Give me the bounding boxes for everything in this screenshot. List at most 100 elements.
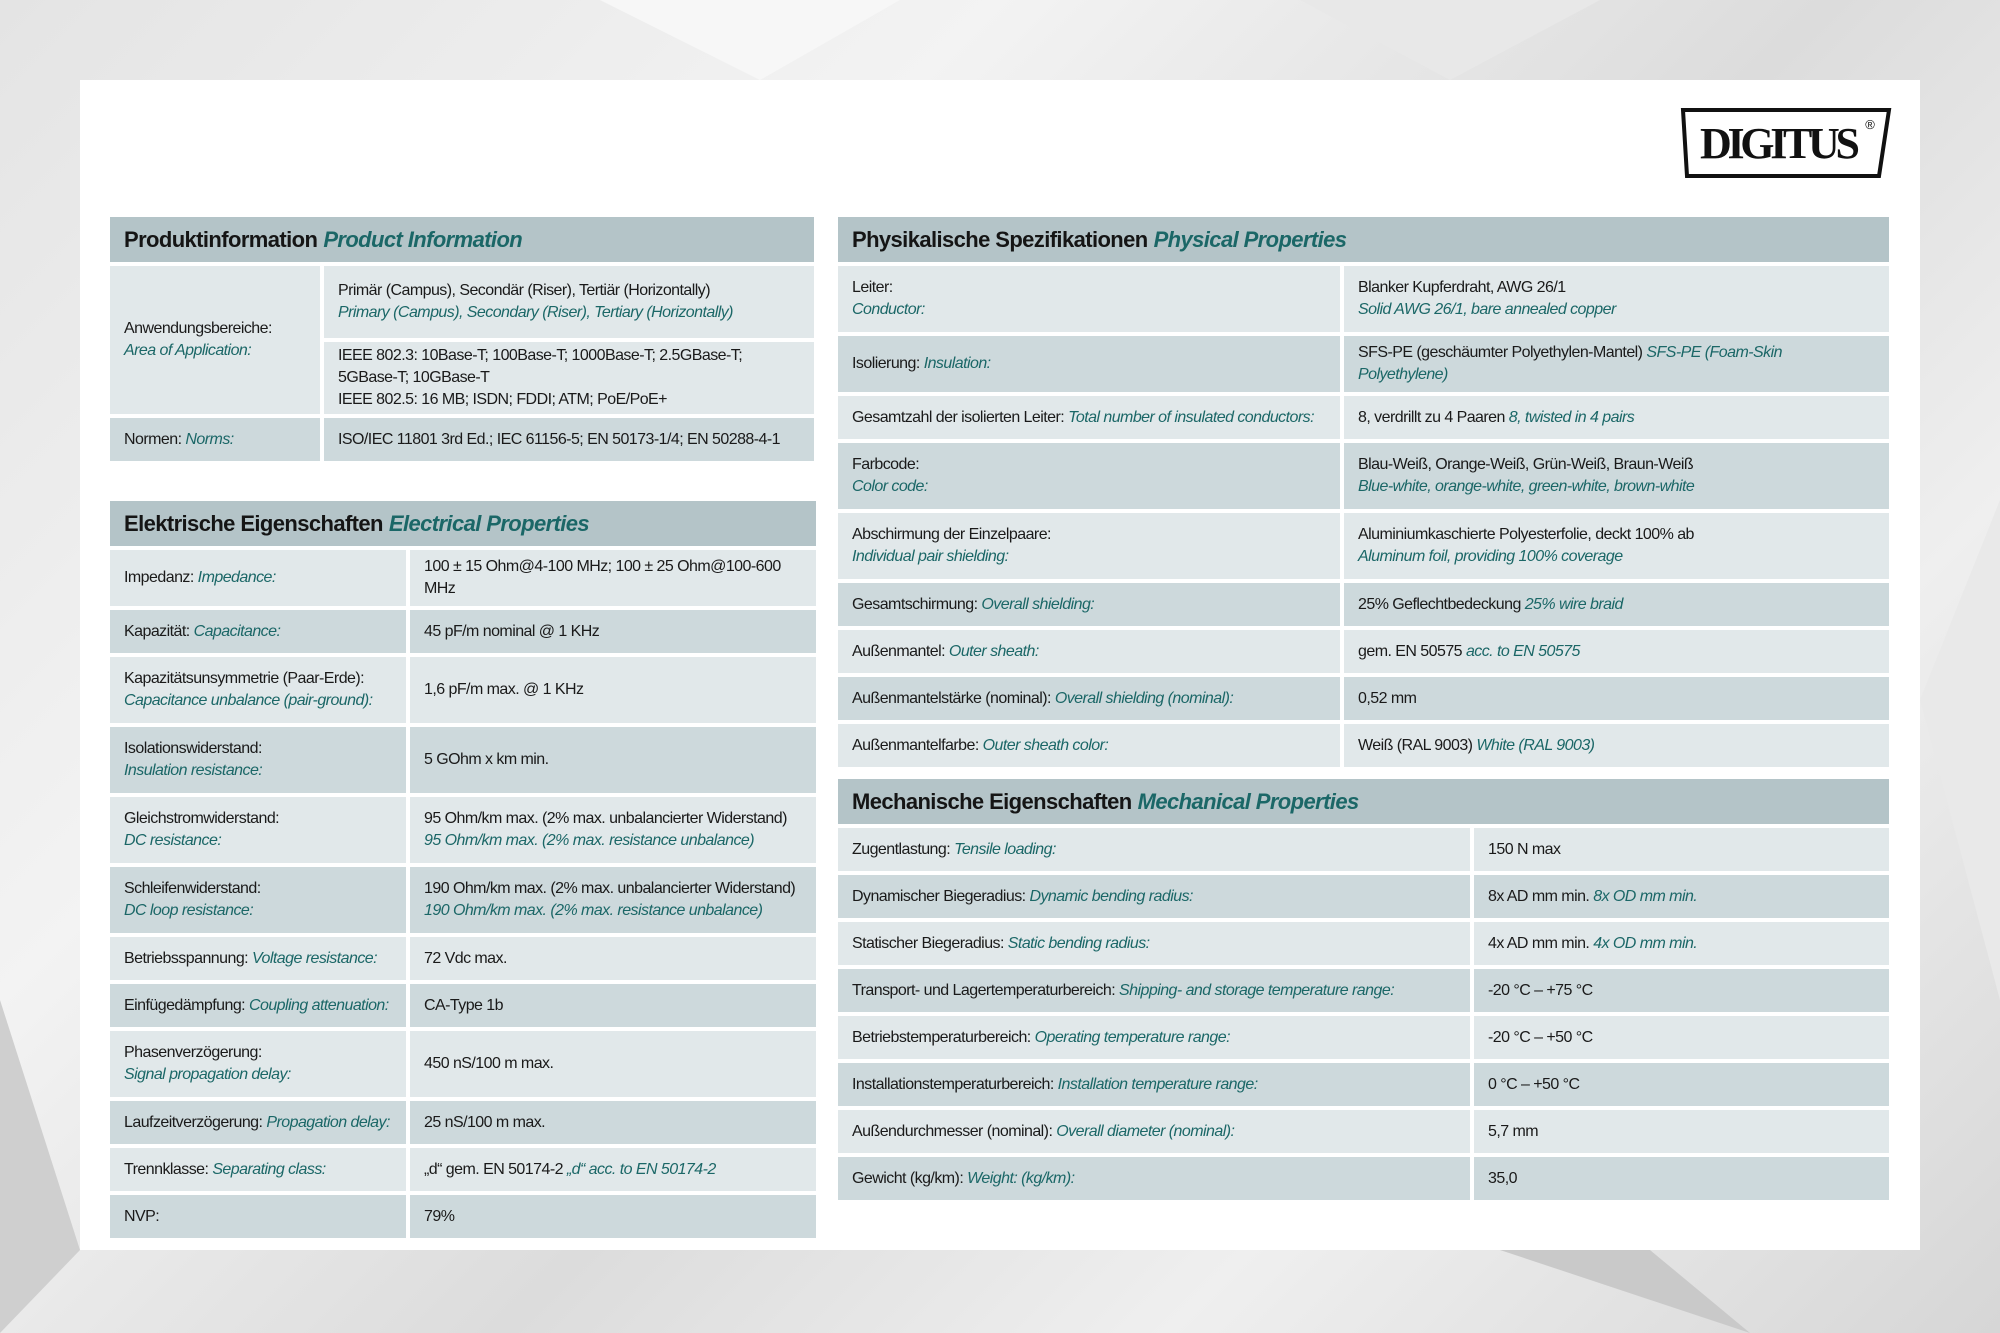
value-de: CA-Type 1b: [424, 996, 504, 1014]
spec-label: Laufzeitverzögerung: Propagation delay:: [110, 1101, 406, 1144]
value-en: Solid AWG 26/1, bare annealed copper: [1358, 301, 1616, 318]
label-en: Insulation:: [923, 355, 991, 372]
value-de: 450 nS/100 m max.: [424, 1055, 554, 1072]
spec-label: Installationstemperaturbereich: Installa…: [838, 1063, 1470, 1106]
value-de: gem. EN 50575: [1358, 642, 1463, 660]
label-en: Conductor:: [852, 301, 925, 318]
spec-row: Gesamtschirmung: Overall shielding: 25% G…: [838, 583, 1889, 626]
spec-row: Isolierung: Insulation: SFS-PE (geschäumt…: [838, 336, 1889, 392]
digitus-logo: DIGITUS ®: [1680, 108, 1892, 178]
spec-value: 8, verdrillt zu 4 Paaren 8, twisted in 4…: [1344, 396, 1889, 439]
spec-label: Einfügedämpfung: Coupling attenuation:: [110, 984, 406, 1027]
spec-row: Kapazität: Capacitance: 45 pF/m nominal @…: [110, 610, 816, 653]
value-de: „d“ gem. EN 50174-2: [424, 1160, 564, 1178]
value-en: White (RAL 9003): [1476, 736, 1595, 754]
value-de: 100 ± 15 Ohm@4-100 MHz; 100 ± 25 Ohm@100…: [424, 558, 781, 597]
spec-row: Leiter: Conductor: Blanker Kupferdraht, AW…: [838, 266, 1889, 332]
physical-properties-section: Physikalische Spezifikationen Physical Pr…: [838, 217, 1889, 767]
section-title-de: Physikalische Spezifikationen: [852, 226, 1148, 252]
spec-label: Gleichstromwiderstand: DC resistance:: [110, 797, 406, 863]
value-de: 25 nS/100 m max.: [424, 1113, 546, 1131]
label-en: Total number of insulated conductors:: [1068, 408, 1314, 426]
label-en: Shipping- and storage temperature range:: [1119, 981, 1395, 999]
value-de: Weiß (RAL 9003): [1358, 736, 1473, 754]
spec-label: Kapazitätsunsymmetrie (Paar-Erde): Capaci…: [110, 657, 406, 723]
value-de: 4x AD mm min.: [1488, 934, 1590, 952]
label-en: Individual pair shielding:: [852, 548, 1009, 565]
section-header: Elektrische Eigenschaften Electrical Prop…: [110, 501, 816, 546]
label-en: Tensile loading:: [954, 840, 1056, 858]
value-de: 8, verdrillt zu 4 Paaren: [1358, 408, 1505, 426]
value-de: 5GBase-T; 10GBase-T: [338, 369, 490, 386]
spec-value: CA-Type 1b: [410, 984, 816, 1027]
spec-row: Außenmantelfarbe: Outer sheath color: Wei…: [838, 724, 1889, 767]
spec-row: Dynamischer Biegeradius: Dynamic bending…: [838, 875, 1889, 918]
value-de: 190 Ohm/km max. (2% max. unbalancierter …: [424, 880, 796, 897]
value-stack: Primär (Campus), Secondär (Riser), Terti…: [324, 266, 814, 414]
spec-label: Betriebstemperaturbereich: Operating tem…: [838, 1016, 1470, 1059]
value-de: 35,0: [1488, 1169, 1518, 1187]
spec-value: 5,7 mm: [1474, 1110, 1889, 1153]
label-de: Isolierung:: [852, 355, 920, 372]
value-de: IEEE 802.3: 10Base-T; 100Base-T; 1000Bas…: [338, 347, 743, 364]
value-en: 25% wire braid: [1524, 595, 1624, 613]
spec-value: SFS-PE (geschäumter Polyethylen-Mantel) …: [1344, 336, 1889, 392]
section-title-de: Produktinformation: [124, 226, 318, 252]
label-de: Zugentlastung:: [852, 840, 951, 858]
spec-label: Abschirmung der Einzelpaare: Individual p…: [838, 513, 1340, 579]
spec-value: -20 °C – +50 °C: [1474, 1016, 1889, 1059]
spec-row: Gewicht (kg/km): Weight: (kg/km): 35,0: [838, 1157, 1889, 1200]
section-title-en: Physical Properties: [1153, 226, 1347, 252]
spec-value: Blau-Weiß, Orange-Weiß, Grün-Weiß, Braun…: [1344, 443, 1889, 509]
spec-value: Blanker Kupferdraht, AWG 26/1 Solid AWG 2…: [1344, 266, 1889, 332]
label-en: Coupling attenuation:: [248, 996, 389, 1014]
spec-label: Zugentlastung: Tensile loading:: [838, 828, 1470, 871]
label-en: Overall diameter (nominal):: [1056, 1122, 1235, 1140]
label-de: Isolationswiderstand:: [124, 740, 262, 757]
spec-row: Außendurchmesser (nominal): Overall diam…: [838, 1110, 1889, 1153]
label-de: NVP:: [124, 1207, 160, 1225]
spec-label: Farbcode: Color code:: [838, 443, 1340, 509]
value-de: ISO/IEC 11801 3rd Ed.; IEC 61156-5; EN 5…: [338, 430, 781, 448]
spec-label: Leiter: Conductor:: [838, 266, 1340, 332]
spec-value: 0,52 mm: [1344, 677, 1889, 720]
label-en: Norms:: [185, 430, 234, 448]
product-information-section: Produktinformation Product Information Anw…: [110, 217, 814, 461]
label-de: Leiter:: [852, 279, 893, 296]
spec-label: Betriebsspannung: Voltage resistance:: [110, 937, 406, 980]
spec-label: Transport- und Lagertemperaturbereich: S…: [838, 969, 1470, 1012]
spec-value: 95 Ohm/km max. (2% max. unbalancierter W…: [410, 797, 816, 863]
label-en: Voltage resistance:: [252, 949, 378, 967]
spec-label: Trennklasse: Separating class:: [110, 1148, 406, 1191]
section-title-en: Electrical Properties: [388, 510, 590, 536]
logo-text: DIGITUS: [1700, 119, 1860, 168]
label-de: Normen:: [124, 430, 182, 448]
label-de: Installationstemperaturbereich:: [852, 1075, 1054, 1093]
label-de: Gesamtschirmung:: [852, 595, 978, 613]
label-en: Overall shielding (nominal):: [1054, 689, 1234, 707]
value-de: Aluminiumkaschierte Polyesterfolie, deck…: [1358, 526, 1694, 543]
value-de: 0,52 mm: [1358, 689, 1417, 707]
value-de: 45 pF/m nominal @ 1 KHz: [424, 622, 600, 640]
spec-label: Anwendungsbereiche: Area of Application:: [110, 266, 320, 414]
label-en: Propagation delay:: [266, 1113, 390, 1131]
spec-row: Betriebstemperaturbereich: Operating tem…: [838, 1016, 1889, 1059]
spec-value: Primär (Campus), Secondär (Riser), Terti…: [324, 266, 814, 338]
spec-label: Gesamtschirmung: Overall shielding:: [838, 583, 1340, 626]
spec-row: Zugentlastung: Tensile loading: 150 N max: [838, 828, 1889, 871]
spec-value: ISO/IEC 11801 3rd Ed.; IEC 61156-5; EN 5…: [324, 418, 814, 461]
value-en: 95 Ohm/km max. (2% max. resistance unbal…: [424, 832, 755, 849]
spec-value: 72 Vdc max.: [410, 937, 816, 980]
label-en: Outer sheath:: [948, 642, 1039, 660]
section-title-en: Product Information: [323, 226, 523, 252]
value-de: Primär (Campus), Secondär (Riser), Terti…: [338, 282, 711, 299]
spec-label: Außenmantel: Outer sheath:: [838, 630, 1340, 673]
spec-value: 35,0: [1474, 1157, 1889, 1200]
label-en: Installation temperature range:: [1057, 1075, 1259, 1093]
value-de: 150 N max: [1488, 840, 1561, 858]
spec-row: Statischer Biegeradius: Static bending r…: [838, 922, 1889, 965]
label-en: Insulation resistance:: [124, 762, 263, 779]
value-en: 190 Ohm/km max. (2% max. resistance unba…: [424, 902, 763, 919]
section-header: Mechanische Eigenschaften Mechanical Prop…: [838, 779, 1889, 824]
value-de: 25% Geflechtbedeckung: [1358, 595, 1521, 613]
